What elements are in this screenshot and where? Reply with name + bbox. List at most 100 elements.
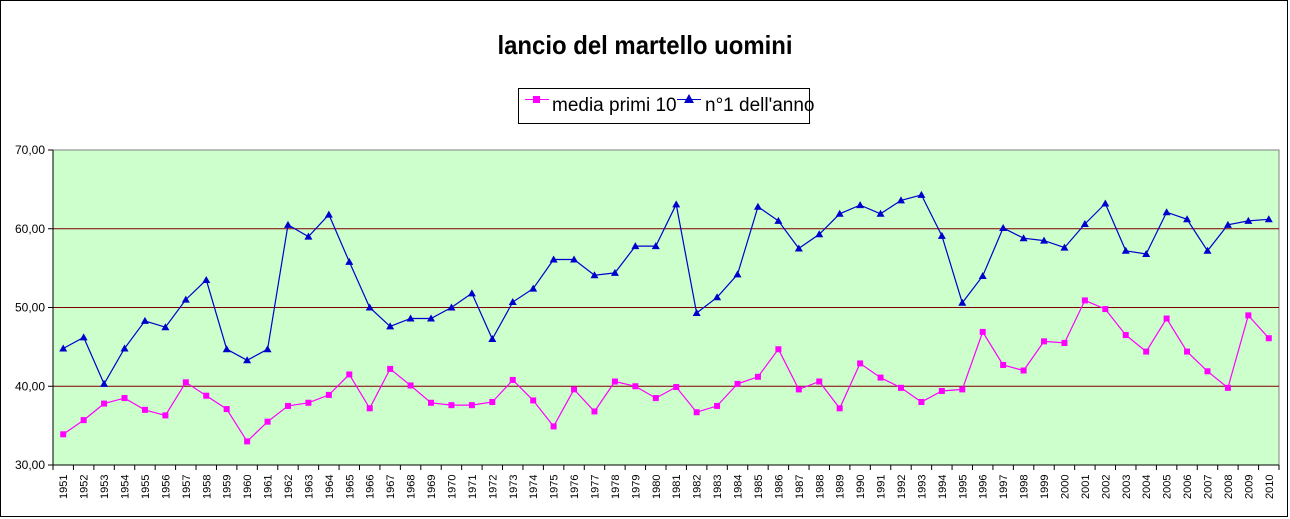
data-point-n1-dell-anno xyxy=(1142,249,1151,257)
x-tick-label: 1951 xyxy=(58,475,70,499)
data-point-n1-dell-anno xyxy=(283,220,292,228)
data-point-n1-dell-anno xyxy=(590,271,599,279)
data-point-n1-dell-anno xyxy=(713,293,722,301)
data-point-media-primi-10 xyxy=(448,402,455,409)
data-point-n1-dell-anno xyxy=(1244,216,1253,224)
data-point-n1-dell-anno xyxy=(365,303,374,311)
x-tick-label: 1976 xyxy=(569,475,581,499)
x-tick-label: 1992 xyxy=(896,475,908,499)
data-point-n1-dell-anno xyxy=(100,379,109,387)
legend-square-marker-icon xyxy=(533,96,540,103)
data-point-n1-dell-anno xyxy=(140,316,149,324)
data-point-n1-dell-anno xyxy=(835,209,844,217)
x-tick-label: 1975 xyxy=(549,475,561,499)
data-point-n1-dell-anno xyxy=(733,270,742,278)
x-tick-label: 1993 xyxy=(916,475,928,499)
x-tick-label: 2000 xyxy=(1059,475,1071,499)
data-point-media-primi-10 xyxy=(387,365,394,372)
data-point-media-primi-10 xyxy=(1102,306,1109,313)
x-tick-label: 1960 xyxy=(242,475,254,499)
y-tick-label: 60,00 xyxy=(15,222,45,236)
data-point-media-primi-10 xyxy=(611,378,618,385)
data-point-n1-dell-anno xyxy=(120,344,129,352)
x-tick-label: 1980 xyxy=(651,475,663,499)
y-tick-label: 40,00 xyxy=(15,379,45,393)
x-tick-label: 1965 xyxy=(344,475,356,499)
data-point-n1-dell-anno xyxy=(386,322,395,330)
data-point-n1-dell-anno xyxy=(692,309,701,317)
data-point-media-primi-10 xyxy=(1020,367,1027,374)
x-tick-label: 1983 xyxy=(712,475,724,499)
x-tick-label: 1963 xyxy=(303,475,315,499)
y-tick-label: 70,00 xyxy=(15,143,45,157)
series-line-media-primi-10 xyxy=(62,299,1270,443)
legend: media primi 10 n°1 dell'anno xyxy=(518,88,814,124)
data-point-media-primi-10 xyxy=(60,431,67,438)
data-point-media-primi-10 xyxy=(1143,348,1150,355)
x-tick-label: 1961 xyxy=(263,475,275,499)
data-point-n1-dell-anno xyxy=(222,345,231,353)
data-point-n1-dell-anno xyxy=(324,210,333,218)
y-tick-label: 30,00 xyxy=(15,458,45,472)
data-point-media-primi-10 xyxy=(1265,335,1272,342)
data-point-n1-dell-anno xyxy=(1080,220,1089,228)
data-point-media-primi-10 xyxy=(550,423,557,430)
legend-triangle-marker-icon xyxy=(684,94,694,103)
data-point-media-primi-10 xyxy=(223,406,230,413)
data-point-n1-dell-anno xyxy=(1264,215,1273,223)
x-tick-label: 1971 xyxy=(467,475,479,499)
x-tick-label: 1978 xyxy=(610,475,622,499)
data-point-n1-dell-anno xyxy=(753,202,762,210)
x-tick-label: 1982 xyxy=(692,475,704,499)
chart-title: lancio del martello uomini xyxy=(497,30,793,60)
x-tick-label: 1991 xyxy=(876,475,888,499)
data-point-media-primi-10 xyxy=(530,397,537,404)
data-point-media-primi-10 xyxy=(1163,315,1170,322)
data-point-n1-dell-anno xyxy=(406,314,415,322)
data-point-media-primi-10 xyxy=(632,383,639,390)
data-point-n1-dell-anno xyxy=(631,242,640,250)
data-point-media-primi-10 xyxy=(162,412,169,419)
x-tick-label: 2010 xyxy=(1264,475,1276,499)
data-point-media-primi-10 xyxy=(1245,312,1252,319)
data-point-media-primi-10 xyxy=(1061,339,1068,346)
data-point-media-primi-10 xyxy=(1041,338,1048,345)
x-tick-label: 2001 xyxy=(1080,475,1092,499)
x-tick-label: 1972 xyxy=(487,475,499,499)
x-tick-label: 1996 xyxy=(978,475,990,499)
data-point-media-primi-10 xyxy=(121,395,128,402)
x-tick-label: 1979 xyxy=(630,475,642,499)
data-point-media-primi-10 xyxy=(816,378,823,385)
data-point-n1-dell-anno xyxy=(999,223,1008,231)
data-point-media-primi-10 xyxy=(80,417,87,424)
data-point-n1-dell-anno xyxy=(529,284,538,292)
data-point-media-primi-10 xyxy=(489,399,496,405)
legend-label-media: media primi 10 xyxy=(552,95,677,116)
data-point-n1-dell-anno xyxy=(79,333,88,341)
data-point-media-primi-10 xyxy=(1224,384,1231,391)
x-tick-label: 1989 xyxy=(835,475,847,499)
x-tick-label: 1966 xyxy=(365,475,377,499)
data-point-n1-dell-anno xyxy=(1203,246,1212,254)
data-point-n1-dell-anno xyxy=(794,244,803,252)
data-point-media-primi-10 xyxy=(795,386,802,393)
x-tick-label: 1964 xyxy=(324,475,336,499)
data-point-media-primi-10 xyxy=(1000,361,1007,368)
data-point-n1-dell-anno xyxy=(856,201,865,209)
data-point-n1-dell-anno xyxy=(610,268,619,276)
data-point-n1-dell-anno xyxy=(488,335,497,342)
data-point-media-primi-10 xyxy=(959,386,966,393)
x-tick-label: 1974 xyxy=(528,475,540,499)
data-point-media-primi-10 xyxy=(938,387,945,394)
data-point-media-primi-10 xyxy=(734,380,741,387)
legend-label-n1: n°1 dell'anno xyxy=(705,95,815,116)
data-point-media-primi-10 xyxy=(836,405,843,412)
data-point-n1-dell-anno xyxy=(1223,220,1232,228)
data-point-media-primi-10 xyxy=(407,382,414,389)
data-point-n1-dell-anno xyxy=(1101,199,1110,207)
data-point-n1-dell-anno xyxy=(467,289,476,297)
data-point-media-primi-10 xyxy=(428,399,435,406)
x-tick-label: 1984 xyxy=(733,475,745,499)
data-point-n1-dell-anno xyxy=(937,231,946,239)
data-point-media-primi-10 xyxy=(652,395,659,402)
